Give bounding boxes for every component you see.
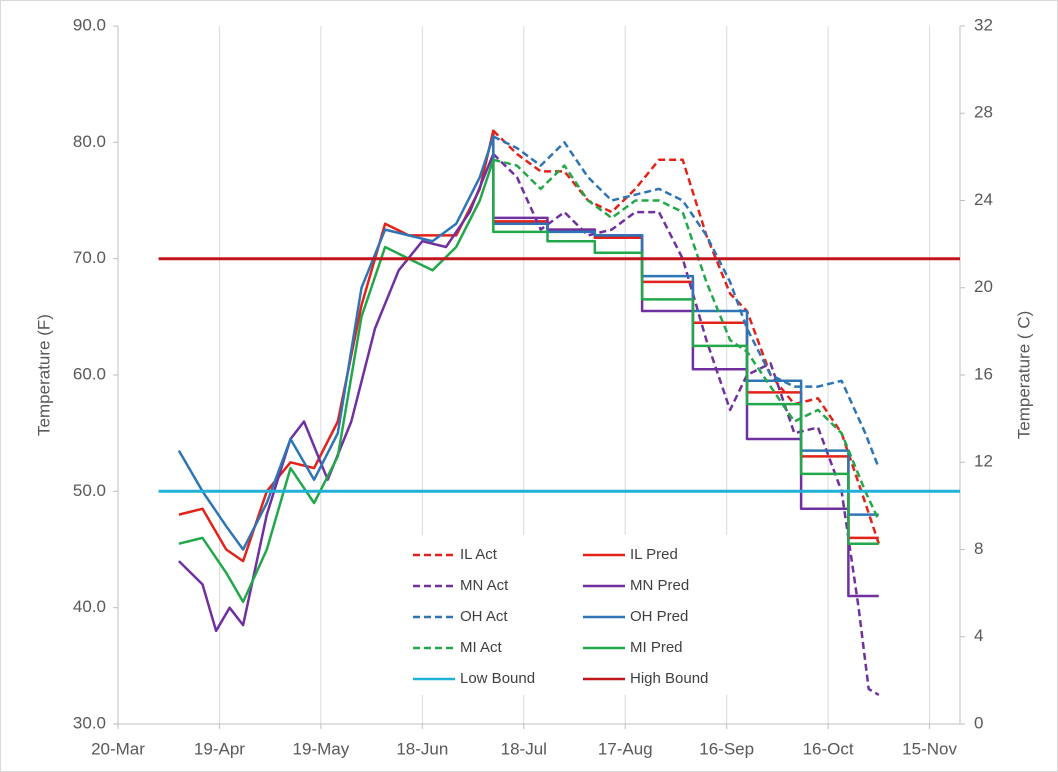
legend-box (400, 535, 740, 695)
x-tick-label: 19-May (293, 739, 350, 758)
legend-label: Low Bound (460, 670, 535, 687)
y2-tick-label: 4 (974, 626, 983, 645)
x-tick-label: 15-Nov (902, 739, 957, 758)
legend-label: High Bound (630, 670, 708, 687)
x-tick-label: 19-Apr (194, 739, 245, 758)
x-tick-label: 17-Aug (598, 739, 653, 758)
legend-label: MI Act (460, 639, 503, 656)
legend-label: MN Pred (630, 577, 689, 594)
y2-tick-label: 16 (974, 364, 993, 383)
y2-tick-label: 28 (974, 103, 993, 122)
y2-tick-label: 8 (974, 539, 983, 558)
legend-label: MN Act (460, 577, 509, 594)
y-tick-label: 80.0 (73, 132, 106, 151)
series-line (178, 158, 879, 604)
y-tick-label: 40.0 (73, 597, 106, 616)
x-tick-label: 16-Oct (803, 739, 854, 758)
y2-tick-label: 20 (974, 277, 993, 296)
y-tick-label: 50.0 (73, 481, 106, 500)
legend-label: IL Act (460, 546, 498, 563)
series-line (492, 129, 880, 545)
y2-axis-title: Temperature ( C) (1014, 311, 1033, 439)
y-tick-label: 60.0 (73, 364, 106, 383)
y-tick-label: 90.0 (73, 15, 106, 34)
legend-label: MI Pred (630, 639, 683, 656)
y2-tick-label: 0 (974, 713, 983, 732)
x-tick-label: 16-Sep (699, 739, 754, 758)
legend-label: OH Pred (630, 608, 688, 625)
y-tick-label: 70.0 (73, 248, 106, 267)
y2-tick-label: 24 (974, 190, 993, 209)
y2-tick-label: 12 (974, 452, 993, 471)
y-tick-label: 30.0 (73, 713, 106, 732)
legend-label: OH Act (460, 608, 508, 625)
x-tick-label: 20-Mar (91, 739, 145, 758)
x-tick-label: 18-Jul (501, 739, 547, 758)
series-line (493, 158, 880, 521)
series-line (492, 135, 880, 469)
y-axis-title: Temperature (F) (34, 314, 53, 436)
x-tick-label: 18-Jun (396, 739, 448, 758)
legend: IL Act IL Pred MN Act MN Pred OH Act OH Pred M… (400, 535, 740, 695)
legend-label: IL Pred (630, 546, 678, 563)
y2-tick-label: 32 (974, 15, 993, 34)
